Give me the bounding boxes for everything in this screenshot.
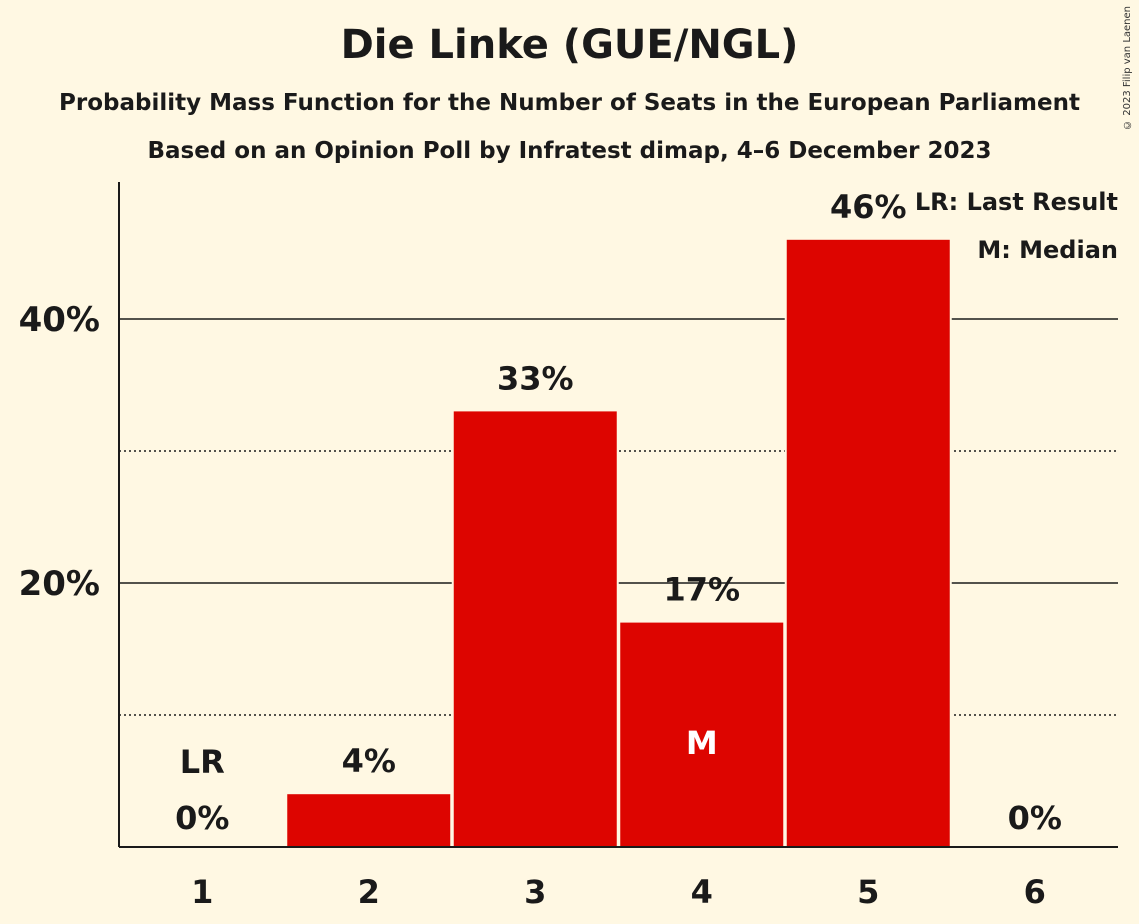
y-tick-label: 20% [19, 564, 100, 604]
last-result-marker: LR [180, 743, 225, 781]
bar-value-label: 4% [342, 742, 396, 780]
x-tick-label: 6 [1024, 873, 1046, 911]
bar-value-label: 33% [497, 359, 574, 397]
bar-value-label: 46% [830, 188, 907, 226]
x-tick-label: 5 [857, 873, 879, 911]
y-tick-label: 40% [19, 300, 100, 340]
bar-seats-2 [287, 794, 451, 847]
chart-title: Die Linke (GUE/NGL) [340, 22, 799, 68]
bar-value-label: 0% [1008, 799, 1062, 837]
legend-median: M: Median [977, 236, 1118, 264]
bar-value-label: 0% [175, 799, 229, 837]
chart-subtitle: Probability Mass Function for the Number… [59, 90, 1080, 116]
x-tick-label: 3 [524, 873, 546, 911]
median-marker: M [686, 724, 718, 762]
chart-source: Based on an Opinion Poll by Infratest di… [147, 138, 992, 164]
bar-seats-4 [620, 622, 784, 847]
bar-seats-3 [453, 411, 617, 847]
x-tick-label: 1 [191, 873, 213, 911]
x-tick-label: 4 [691, 873, 713, 911]
legend-last-result: LR: Last Result [915, 188, 1118, 216]
bar-seats-5 [786, 239, 950, 848]
bar-value-label: 17% [663, 571, 740, 609]
x-tick-label: 2 [358, 873, 380, 911]
